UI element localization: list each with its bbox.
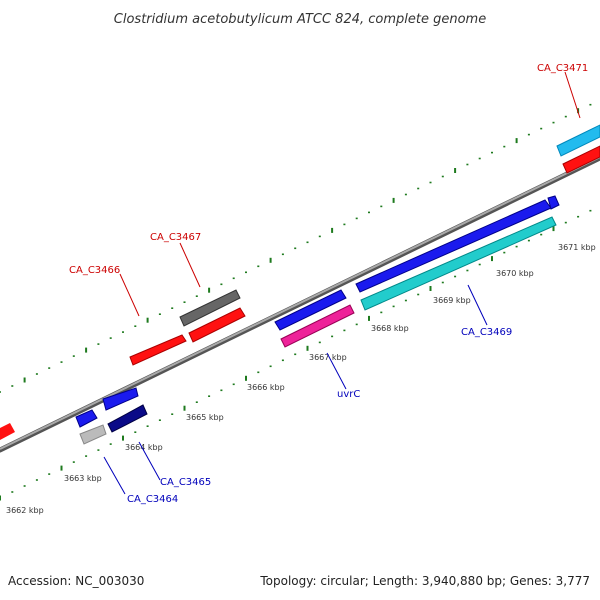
gene-arrow-CA_C3464[interactable] (79, 424, 107, 445)
gene-annotations: CA_C3471 CA_C3467 CA_C3466 CA_C3469 uvrC… (69, 63, 588, 505)
leader-CA_C3465 (138, 441, 161, 481)
gene-arrow-CA_C3471[interactable] (556, 124, 600, 157)
label-CA_C3466[interactable]: CA_C3466 (69, 265, 120, 276)
label-CA_C3469[interactable]: CA_C3469 (461, 327, 512, 338)
genome-summary: Topology: circular; Length: 3,940,880 bp… (260, 574, 590, 588)
scale-label-3670: 3670 kbp (496, 269, 534, 278)
gene-arrow-uvrC[interactable] (280, 304, 355, 348)
reverse-genes (75, 195, 560, 445)
label-CA_C3464[interactable]: CA_C3464 (127, 494, 178, 505)
scale-label-3663: 3663 kbp (64, 474, 102, 483)
forward-genes (0, 124, 600, 440)
gene-arrow-blue-3470[interactable] (355, 199, 552, 293)
gene-arrow-blue-3468[interactable] (274, 289, 347, 331)
gene-arrow-left-edge[interactable] (0, 423, 15, 440)
gene-arrow-red-3471b[interactable] (562, 145, 600, 174)
leader-CA_C3466 (119, 273, 140, 317)
scale-label-3667: 3667 kbp (309, 353, 347, 362)
leader-CA_C3464 (103, 456, 126, 495)
scale-label-3668: 3668 kbp (371, 324, 409, 333)
gene-arrow-blue-small[interactable] (75, 409, 98, 428)
accession-text: Accession: NC_003030 (8, 574, 145, 588)
label-CA_C3471[interactable]: CA_C3471 (537, 63, 588, 74)
label-CA_C3465[interactable]: CA_C3465 (160, 477, 211, 488)
leader-CA_C3467 (179, 242, 201, 288)
gene-arrow-navy[interactable] (107, 404, 148, 433)
gene-arrow-CA_C3467[interactable] (179, 289, 241, 327)
scale-label-3669: 3669 kbp (433, 296, 471, 305)
gene-arrow-CA_C3466[interactable] (129, 334, 187, 366)
gene-arrow-red-3467b[interactable] (188, 307, 246, 343)
lower-tick-track (0, 209, 592, 501)
scale-label-3671: 3671 kbp (558, 243, 596, 252)
label-uvrC[interactable]: uvrC (337, 389, 360, 400)
genome-backbone-highlight (0, 156, 600, 450)
scale-label-3664: 3664 kbp (125, 443, 163, 452)
gene-arrow-CA_C3469[interactable] (360, 216, 557, 311)
gene-arrow-tip-small[interactable] (547, 195, 560, 210)
scale-label-3662: 3662 kbp (6, 506, 44, 515)
leader-CA_C3471 (564, 71, 581, 119)
scale-label-3666: 3666 kbp (247, 383, 285, 392)
scale-label-3665: 3665 kbp (186, 413, 224, 422)
leader-uvrC (326, 352, 347, 390)
map-title: Clostridium acetobutylicum ATCC 824, com… (114, 12, 486, 27)
leader-CA_C3469 (467, 284, 488, 326)
gene-arrow-CA_C3465[interactable] (102, 387, 139, 411)
label-CA_C3467[interactable]: CA_C3467 (150, 232, 201, 243)
